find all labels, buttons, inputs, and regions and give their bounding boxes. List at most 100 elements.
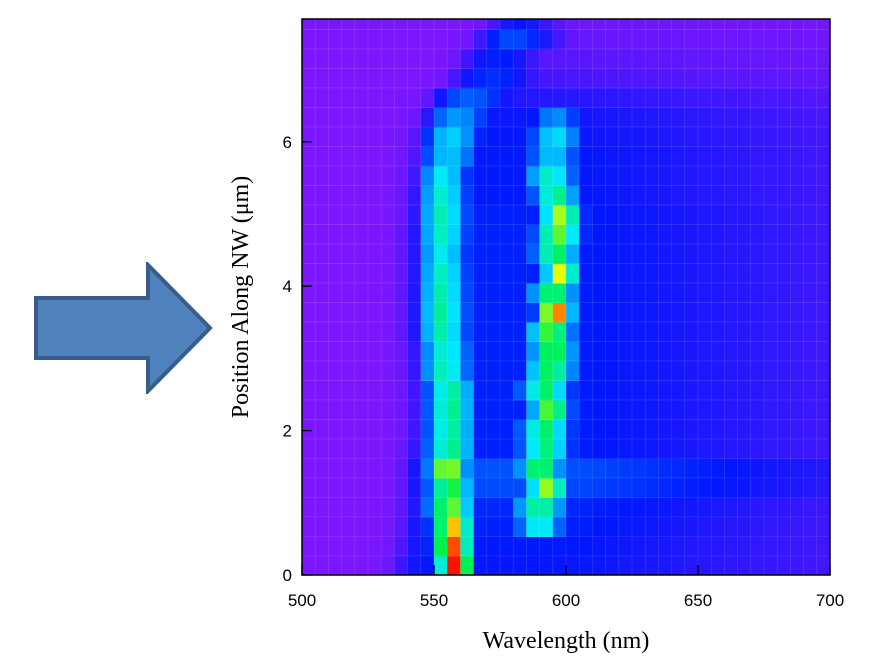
heatmap-cell: [579, 419, 593, 440]
heatmap-cell: [328, 536, 343, 557]
heatmap-cell: [790, 263, 805, 284]
heatmap-cell: [460, 87, 475, 109]
x-tick-label: 650: [684, 591, 712, 610]
heatmap-cell: [803, 516, 818, 537]
heatmap-cell: [684, 68, 699, 89]
heatmap-cell: [618, 321, 633, 343]
heatmap-cell: [407, 87, 422, 109]
heatmap-cell: [341, 29, 356, 50]
heatmap-cell: [618, 302, 633, 323]
heatmap-cell: [460, 243, 475, 265]
heatmap-cell: [526, 185, 541, 206]
heatmap-cell: [302, 87, 316, 109]
heatmap-cell: [803, 146, 818, 167]
heatmap-cell: [671, 497, 686, 518]
heatmap-cell: [407, 185, 422, 206]
heatmap-cell: [315, 68, 329, 89]
heatmap-cell: [500, 399, 514, 420]
heatmap-cell: [803, 302, 818, 323]
heatmap-cell: [341, 497, 356, 518]
heatmap-cell: [539, 204, 554, 226]
heatmap-cell: [486, 458, 501, 479]
heatmap-cell: [552, 360, 567, 381]
heatmap-cell: [460, 516, 475, 537]
heatmap-cell: [552, 458, 567, 479]
heatmap-cell: [632, 29, 646, 50]
heatmap-cell: [566, 419, 580, 440]
heatmap-cell: [671, 87, 686, 109]
heatmap-cell: [407, 360, 422, 381]
heatmap-cell: [764, 29, 778, 50]
heatmap-cell: [460, 19, 475, 31]
heatmap-cell: [737, 224, 752, 245]
heatmap-cell: [605, 399, 620, 420]
heatmap-cell: [803, 204, 818, 226]
heatmap-cell: [566, 458, 580, 479]
heatmap-cell: [605, 29, 620, 50]
heatmap-cell: [803, 360, 818, 381]
heatmap-cell: [513, 419, 527, 440]
heatmap-cell: [354, 146, 369, 167]
heatmap-cell: [394, 341, 409, 362]
heatmap-cell: [698, 48, 712, 70]
heatmap-cell: [513, 29, 527, 50]
heatmap-cell: [539, 185, 554, 206]
heatmap-cell: [354, 516, 369, 537]
heatmap-cell: [605, 146, 620, 167]
heatmap-cell: [684, 399, 699, 420]
heatmap-cell: [302, 302, 316, 323]
heatmap-cell: [764, 263, 778, 284]
heatmap-cell: [486, 146, 501, 167]
heatmap-cell: [803, 555, 818, 575]
heatmap-cell: [473, 302, 488, 323]
heatmap-cell: [341, 224, 356, 245]
heatmap-cell: [764, 380, 778, 401]
heatmap-cell: [645, 165, 659, 187]
heatmap-cell: [513, 399, 527, 420]
heatmap-cell: [711, 516, 725, 537]
heatmap-cell: [513, 146, 527, 167]
heatmap-cell: [434, 243, 448, 265]
heatmap-cell: [816, 224, 830, 245]
heatmap-cell: [816, 438, 830, 459]
heatmap-cell: [803, 68, 818, 89]
heatmap-cell: [698, 438, 712, 459]
heatmap-cell: [460, 282, 475, 304]
heatmap-cell: [302, 146, 316, 167]
heatmap-cell: [341, 555, 356, 575]
heatmap-cell: [816, 48, 830, 70]
heatmap-cell: [341, 360, 356, 381]
heatmap-cell: [328, 165, 343, 187]
heatmap-cell: [328, 380, 343, 401]
heatmap-cell: [684, 458, 699, 479]
heatmap-cell: [500, 165, 514, 187]
heatmap-cell: [618, 29, 633, 50]
heatmap-cell: [328, 185, 343, 206]
heatmap-cell: [592, 477, 607, 498]
heatmap-cell: [803, 419, 818, 440]
heatmap-cell: [460, 321, 475, 343]
heatmap-cell: [473, 204, 488, 226]
heatmap-cell: [434, 419, 448, 440]
heatmap-cell: [486, 107, 501, 128]
heatmap-cell: [473, 282, 488, 304]
heatmap-cell: [764, 419, 778, 440]
heatmap-cell: [777, 243, 791, 265]
heatmap-cell: [486, 185, 501, 206]
heatmap-cell: [513, 516, 527, 537]
heatmap-cell: [539, 341, 554, 362]
heatmap-cell: [632, 224, 646, 245]
heatmap-cell: [420, 204, 435, 226]
heatmap-cell: [605, 224, 620, 245]
heatmap-cell: [552, 282, 567, 304]
heatmap-cell: [764, 360, 778, 381]
heatmap-cell: [645, 107, 659, 128]
heatmap-cell: [381, 263, 395, 284]
heatmap-cell: [737, 185, 752, 206]
heatmap-cell: [539, 458, 554, 479]
heatmap-cell: [737, 263, 752, 284]
heatmap-cell: [579, 341, 593, 362]
heatmap-cell: [711, 19, 725, 31]
heatmap-cell: [368, 360, 382, 381]
heatmap-cell: [566, 68, 580, 89]
